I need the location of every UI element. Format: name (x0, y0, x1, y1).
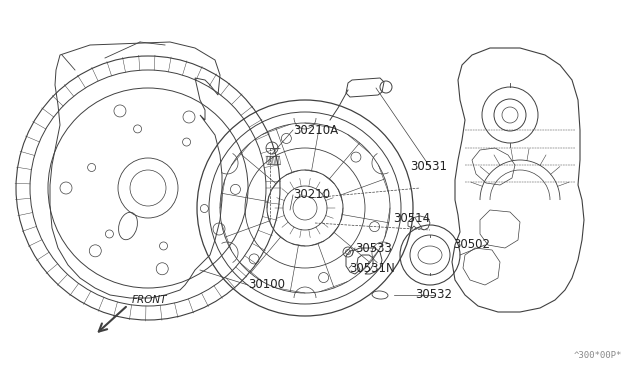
Text: 30514: 30514 (393, 212, 430, 224)
Text: 30533: 30533 (355, 241, 392, 254)
Text: FRONT: FRONT (132, 295, 168, 305)
Text: 30531: 30531 (410, 160, 447, 173)
Text: 30502: 30502 (453, 238, 490, 251)
Text: 30210: 30210 (293, 189, 330, 202)
Text: 30210A: 30210A (293, 124, 338, 137)
Text: ^300*00P*: ^300*00P* (573, 351, 622, 360)
Text: 30100: 30100 (248, 279, 285, 292)
Text: 30532: 30532 (415, 289, 452, 301)
Text: 30531N: 30531N (349, 262, 395, 275)
